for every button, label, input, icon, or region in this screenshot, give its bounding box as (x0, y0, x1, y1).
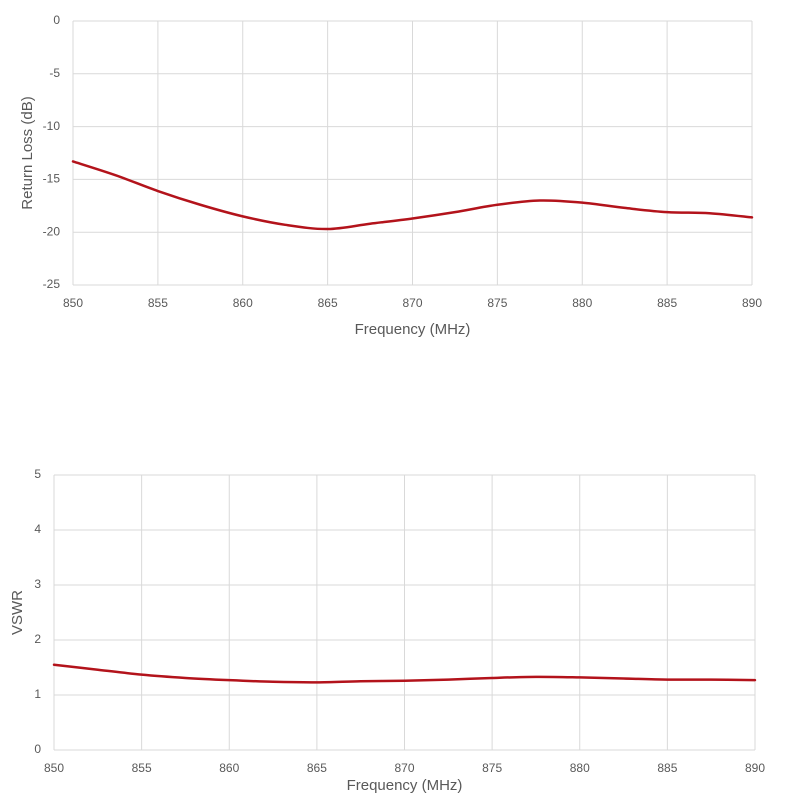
x-tick-label: 860 (233, 296, 253, 310)
line-series (71, 160, 754, 231)
x-tick-label: 875 (487, 296, 507, 310)
x-tick-label: 850 (63, 296, 83, 310)
y-tick-label: -25 (43, 277, 61, 291)
x-tick-label: 875 (482, 761, 502, 775)
y-tick-label: 4 (34, 522, 41, 536)
x-tick-label: 860 (219, 761, 239, 775)
x-tick-label: 855 (148, 296, 168, 310)
y-tick-label: 0 (53, 13, 60, 27)
x-tick-label: 890 (745, 761, 765, 775)
x-tick-label: 885 (657, 761, 677, 775)
y-tick-label: -10 (43, 119, 61, 133)
x-tick-label: 850 (44, 761, 64, 775)
y-tick-label: 0 (34, 742, 41, 756)
x-tick-label: 865 (307, 761, 327, 775)
x-tick-label: 885 (657, 296, 677, 310)
x-axis-title: Frequency (MHz) (355, 321, 471, 338)
x-tick-label: 880 (570, 761, 590, 775)
y-axis-title: VSWR (9, 590, 26, 635)
y-axis-title: Return Loss (dB) (19, 96, 36, 209)
x-tick-label: 870 (402, 296, 422, 310)
x-tick-label: 870 (394, 761, 414, 775)
y-tick-label: 5 (34, 467, 41, 481)
x-tick-label: 890 (742, 296, 762, 310)
x-tick-label: 855 (132, 761, 152, 775)
y-tick-label: 3 (34, 577, 41, 591)
y-tick-label: -5 (49, 66, 60, 80)
line-series (52, 663, 757, 684)
x-axis-title: Frequency (MHz) (347, 777, 463, 794)
y-tick-label: -20 (43, 224, 61, 238)
x-tick-label: 880 (572, 296, 592, 310)
y-tick-label: -15 (43, 172, 61, 186)
y-tick-label: 1 (34, 687, 41, 701)
x-tick-label: 865 (318, 296, 338, 310)
y-tick-label: 2 (34, 632, 41, 646)
